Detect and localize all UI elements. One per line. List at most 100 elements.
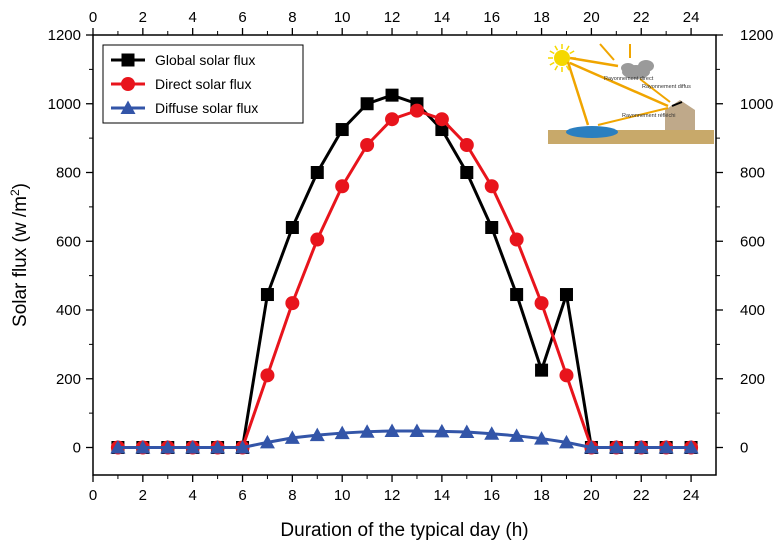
x-tick-label-top: 22 xyxy=(633,9,650,26)
data-point xyxy=(135,440,151,454)
data-point xyxy=(335,123,349,137)
data-point xyxy=(260,288,274,302)
inset-building xyxy=(665,100,695,130)
data-point xyxy=(484,426,500,440)
x-tick-label: 2 xyxy=(139,487,147,504)
data-point xyxy=(583,440,599,454)
series-triangle xyxy=(110,423,699,454)
x-tick-label: 6 xyxy=(238,487,246,504)
data-point xyxy=(110,440,126,454)
y-tick-label-right: 200 xyxy=(740,371,765,388)
x-tick-label-top: 20 xyxy=(583,9,600,26)
data-point xyxy=(683,440,699,454)
data-point xyxy=(658,440,674,454)
data-point xyxy=(534,431,550,445)
data-point xyxy=(510,288,524,302)
ray-to-cloud xyxy=(569,56,619,68)
data-point xyxy=(558,434,574,449)
data-point xyxy=(310,166,324,179)
x-tick-label: 24 xyxy=(683,487,700,504)
cloud-icon xyxy=(621,60,654,79)
data-point xyxy=(360,138,375,152)
x-tick-label-top: 4 xyxy=(189,9,197,26)
data-point xyxy=(608,440,624,454)
x-tick-label-top: 14 xyxy=(434,9,451,26)
data-point xyxy=(485,221,499,234)
x-tick-label: 14 xyxy=(434,487,451,504)
x-tick-label: 0 xyxy=(89,487,97,504)
y-tick-label-right: 1200 xyxy=(740,27,773,44)
sun-disc xyxy=(554,50,570,66)
data-point xyxy=(235,440,251,454)
series-line xyxy=(117,93,692,449)
legend-label: Diffuse solar flux xyxy=(155,100,258,116)
data-point xyxy=(509,232,524,247)
y-tick-label-right: 400 xyxy=(740,302,765,319)
data-point xyxy=(434,423,450,438)
inset-diagram: Rayonnement direct Rayonnement diffus Rayo… xyxy=(548,43,714,144)
x-tick-label-top: 2 xyxy=(139,9,147,26)
data-point xyxy=(334,425,350,440)
data-point xyxy=(459,424,475,439)
data-point xyxy=(284,430,300,444)
y-tick-label-right: 0 xyxy=(740,440,748,457)
data-point xyxy=(359,424,375,438)
data-point xyxy=(260,368,275,383)
inset-label: Rayonnement direct xyxy=(604,76,654,82)
data-point xyxy=(484,179,499,194)
sun-icon xyxy=(548,44,576,72)
y-tick-label: 600 xyxy=(56,233,81,250)
y-tick-label-right: 600 xyxy=(740,233,765,250)
x-tick-label: 18 xyxy=(533,487,550,504)
y-tick-label: 1200 xyxy=(48,27,81,44)
x-tick-label: 16 xyxy=(483,487,500,504)
data-point xyxy=(633,440,649,454)
x-tick-label: 4 xyxy=(189,487,197,504)
series-layer xyxy=(110,88,699,455)
x-tick-label: 12 xyxy=(384,487,401,504)
sun-ray xyxy=(565,45,570,51)
data-point xyxy=(509,428,525,442)
data-point xyxy=(385,88,399,102)
sun-ray xyxy=(565,65,570,71)
data-point xyxy=(210,440,226,454)
y-tick-label: 800 xyxy=(56,165,81,182)
ray-diffuse xyxy=(639,78,671,103)
y-tick-label-right: 800 xyxy=(740,165,765,182)
x-tick-label: 8 xyxy=(288,487,296,504)
sun-ray xyxy=(554,45,559,51)
inset-label: Rayonnement diffus xyxy=(642,84,691,90)
solar-panel-icon xyxy=(671,101,683,107)
legend-marker xyxy=(121,77,135,91)
cloud-part xyxy=(638,60,654,72)
data-point xyxy=(559,288,573,302)
sun-ray xyxy=(549,61,555,66)
data-point xyxy=(360,97,374,111)
y-tick-label: 1000 xyxy=(48,96,81,113)
legend: Global solar flux Direct solar flux Diffus… xyxy=(102,44,304,124)
ray-to-water xyxy=(566,61,590,126)
sun-ray xyxy=(554,65,559,71)
ray-reflected xyxy=(597,107,669,126)
x-tick-label-top: 10 xyxy=(334,9,351,26)
data-point xyxy=(434,112,449,127)
data-point xyxy=(285,296,300,311)
series-line xyxy=(117,109,692,449)
data-point xyxy=(160,440,176,454)
x-tick-label-top: 16 xyxy=(483,9,500,26)
data-point xyxy=(535,363,549,377)
legend-marker xyxy=(120,100,136,114)
x-axis-title: Duration of the typical day (h) xyxy=(280,520,528,541)
y-tick-label: 200 xyxy=(56,371,81,388)
x-tick-label-top: 6 xyxy=(238,9,246,26)
y-axis-title: Solar flux (w /m2) xyxy=(8,183,31,327)
data-point xyxy=(409,103,424,118)
plot-frame xyxy=(92,34,717,476)
data-point xyxy=(459,138,474,152)
ray-direct xyxy=(569,61,669,108)
inset-label: Rayonnement réfléchi xyxy=(622,113,676,119)
data-point xyxy=(259,434,275,449)
axes: 0022446688101012121414161618182020222224… xyxy=(8,9,773,541)
cloud-part xyxy=(621,63,635,73)
